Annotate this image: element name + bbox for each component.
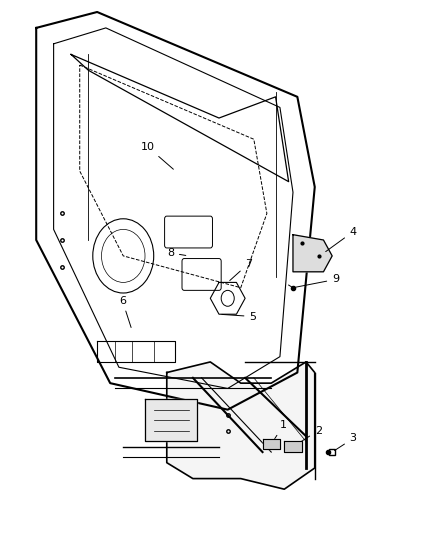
Polygon shape	[293, 235, 332, 272]
Text: 10: 10	[141, 142, 173, 169]
Text: 3: 3	[335, 433, 357, 450]
Text: 1: 1	[273, 420, 287, 442]
Polygon shape	[262, 439, 280, 449]
Text: 6: 6	[119, 296, 131, 327]
Text: 2: 2	[295, 425, 322, 445]
Polygon shape	[284, 441, 302, 452]
Text: 7: 7	[230, 259, 252, 280]
Text: 5: 5	[222, 311, 257, 321]
Text: 8: 8	[167, 248, 186, 258]
Polygon shape	[167, 362, 315, 489]
Text: 9: 9	[296, 274, 339, 287]
Polygon shape	[145, 399, 197, 441]
Text: 4: 4	[326, 227, 357, 252]
